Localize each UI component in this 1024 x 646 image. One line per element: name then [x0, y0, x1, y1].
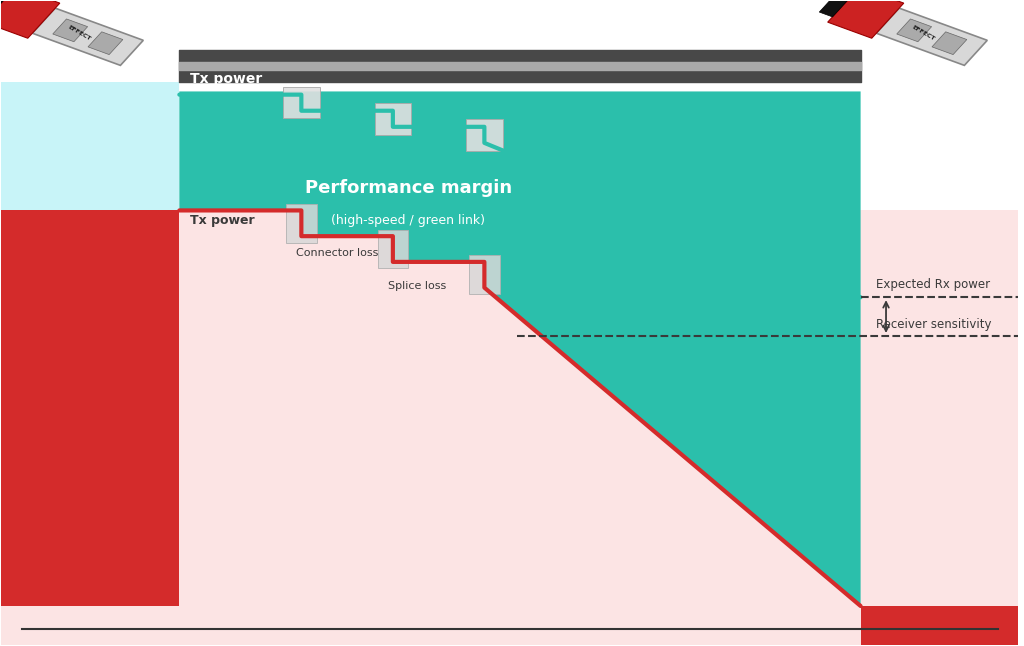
Polygon shape: [1, 211, 179, 606]
Text: Expected Rx power: Expected Rx power: [876, 278, 990, 291]
Polygon shape: [53, 19, 88, 42]
Polygon shape: [877, 8, 987, 65]
Polygon shape: [466, 119, 503, 151]
Polygon shape: [469, 255, 500, 294]
Text: Splice loss: Splice loss: [388, 281, 446, 291]
Polygon shape: [1, 211, 1018, 645]
Text: Tx power: Tx power: [189, 72, 262, 85]
Polygon shape: [88, 32, 123, 54]
Text: Tx power: Tx power: [189, 214, 254, 227]
Polygon shape: [375, 103, 412, 134]
Polygon shape: [827, 0, 904, 38]
Polygon shape: [0, 0, 11, 17]
Text: Connector loss: Connector loss: [296, 248, 379, 258]
Polygon shape: [1, 82, 179, 211]
Polygon shape: [33, 8, 143, 65]
Polygon shape: [378, 230, 409, 268]
Polygon shape: [0, 0, 59, 38]
Polygon shape: [860, 606, 1018, 645]
Text: EFFECT: EFFECT: [67, 25, 91, 42]
Text: EFFECT: EFFECT: [910, 25, 935, 42]
Text: Performance margin: Performance margin: [304, 179, 512, 197]
Text: Receiver sensitivity: Receiver sensitivity: [876, 318, 991, 331]
Text: (high-speed / green link): (high-speed / green link): [331, 214, 485, 227]
Polygon shape: [932, 32, 967, 54]
Polygon shape: [179, 92, 860, 606]
Polygon shape: [1, 1, 179, 211]
Polygon shape: [1, 92, 179, 211]
Polygon shape: [819, 0, 855, 17]
Polygon shape: [897, 19, 932, 42]
Polygon shape: [286, 204, 316, 243]
Polygon shape: [283, 87, 319, 118]
